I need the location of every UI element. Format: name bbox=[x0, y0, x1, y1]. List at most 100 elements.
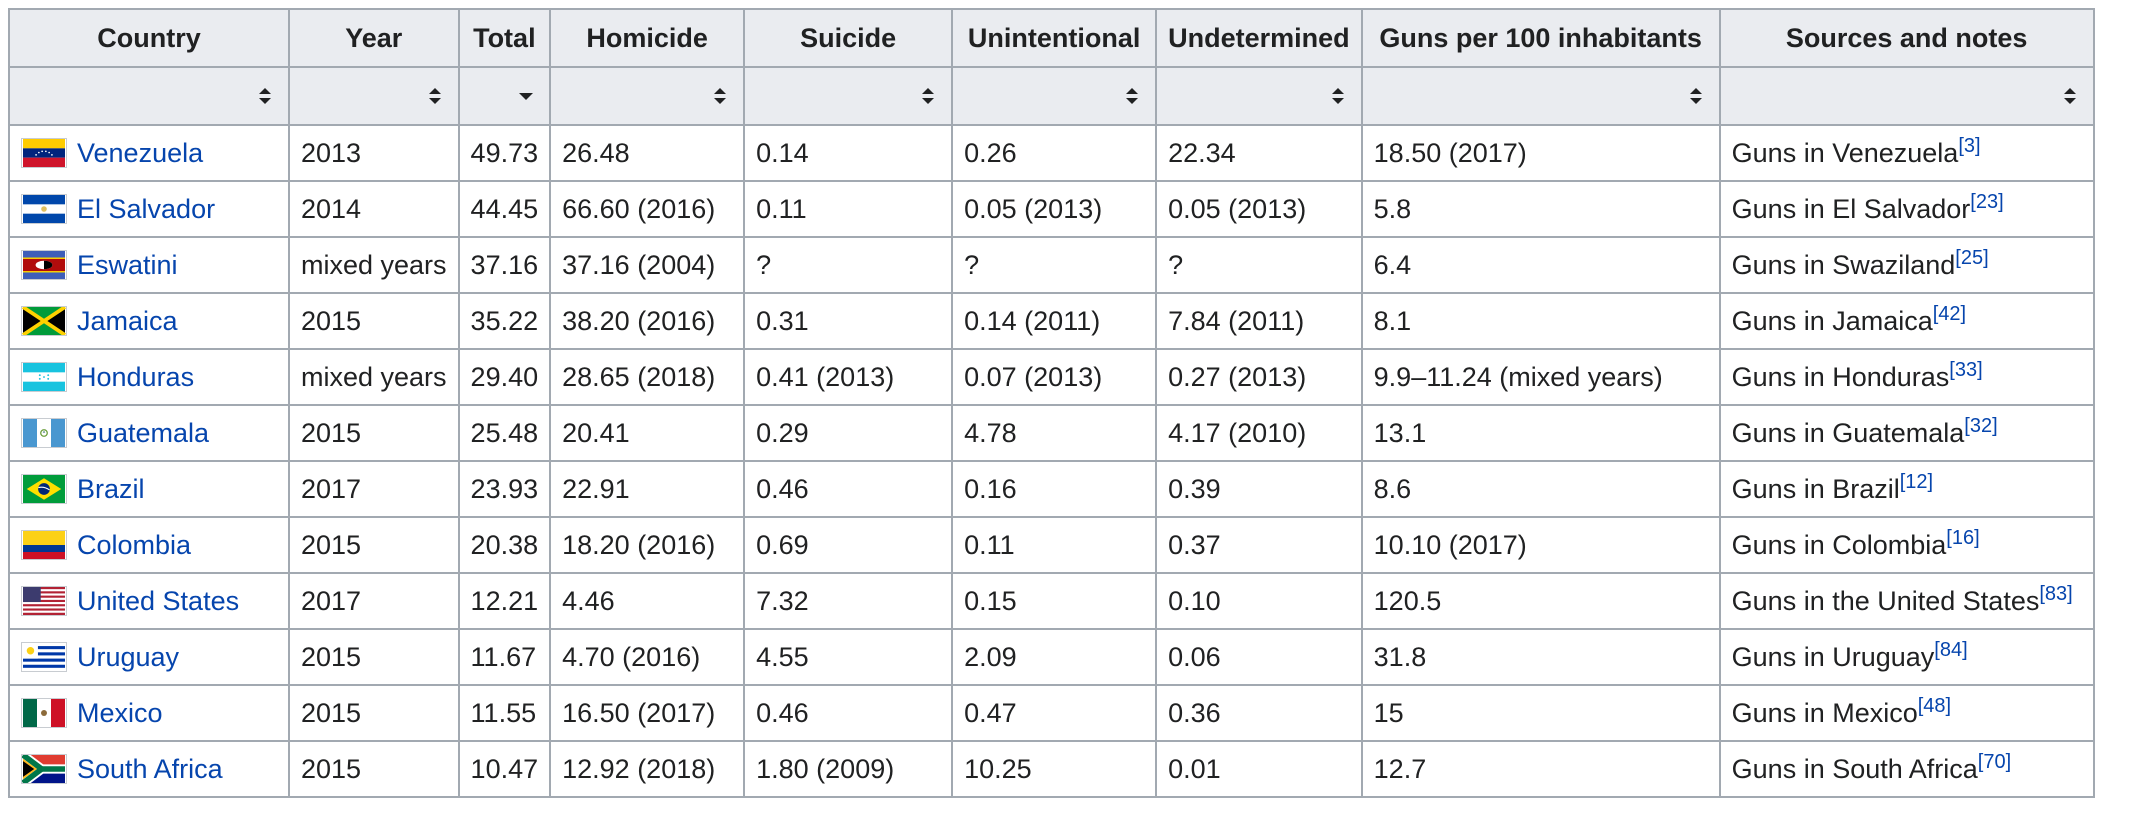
table-row: Jamaica 2015 35.22 38.20 (2016) 0.31 0.14 (20… bbox=[8, 292, 2095, 350]
sort-cell-year[interactable] bbox=[288, 66, 460, 126]
total-cell: 11.67 bbox=[457, 628, 552, 686]
south-africa-flag-icon bbox=[21, 754, 67, 784]
guns-cell: 6.4 bbox=[1360, 236, 1721, 294]
unintentional-cell: 0.26 bbox=[951, 124, 1158, 182]
guns-cell: 120.5 bbox=[1360, 572, 1721, 630]
guns-cell: 5.8 bbox=[1360, 180, 1721, 238]
country-link[interactable]: Brazil bbox=[77, 473, 145, 504]
sort-cell-guns-per-100[interactable] bbox=[1360, 66, 1721, 126]
reference-link[interactable]: [33] bbox=[1949, 358, 1983, 381]
country-link[interactable]: Guatemala bbox=[77, 417, 210, 448]
suicide-cell: 0.46 bbox=[743, 460, 954, 518]
reference-link[interactable]: [32] bbox=[1964, 414, 1998, 437]
column-header-total[interactable]: Total bbox=[457, 8, 552, 68]
country-link[interactable]: South Africa bbox=[77, 753, 223, 784]
sort-both-icon[interactable] bbox=[256, 85, 274, 107]
year-cell: 2014 bbox=[288, 180, 460, 238]
country-link[interactable]: Honduras bbox=[77, 361, 195, 392]
reference-link[interactable]: [42] bbox=[1932, 302, 1967, 325]
sort-both-icon[interactable] bbox=[2061, 85, 2079, 107]
reference-link[interactable]: [48] bbox=[1917, 694, 1952, 717]
sort-cell-country[interactable] bbox=[8, 66, 290, 126]
reference-link[interactable]: [84] bbox=[1934, 638, 1968, 661]
reference-superscript: [25] bbox=[1955, 247, 1988, 269]
undetermined-cell: 0.06 bbox=[1155, 628, 1363, 686]
country-link[interactable]: Mexico bbox=[77, 697, 163, 728]
table-row: United States 2017 12.21 4.46 7.32 0.15 0.10 12… bbox=[8, 572, 2095, 630]
guns-cell: 12.7 bbox=[1360, 740, 1721, 798]
sort-both-icon[interactable] bbox=[1123, 85, 1141, 107]
column-header-homicide[interactable]: Homicide bbox=[549, 8, 746, 68]
reference-link[interactable]: [23] bbox=[1970, 190, 2004, 213]
sort-cell-undetermined[interactable] bbox=[1155, 66, 1363, 126]
sort-both-icon[interactable] bbox=[1329, 85, 1347, 107]
reference-link[interactable]: [16] bbox=[1946, 526, 1980, 549]
sort-descending-icon[interactable] bbox=[517, 85, 535, 107]
uruguay-flag-icon bbox=[21, 642, 67, 672]
header-row: Country Year Total Homicide Suicide Unin… bbox=[8, 8, 2095, 68]
reference-link[interactable]: [83] bbox=[2039, 582, 2073, 605]
column-header-undetermined[interactable]: Undetermined bbox=[1155, 8, 1363, 68]
year-cell: 2015 bbox=[288, 404, 460, 462]
sources-cell: Guns in Colombia[16] bbox=[1718, 516, 2095, 574]
column-header-sources-notes[interactable]: Sources and notes bbox=[1718, 8, 2095, 68]
source-text: Guns in Venezuela bbox=[1731, 137, 1959, 168]
source-text: Guns in Guatemala bbox=[1731, 417, 1965, 448]
sort-cell-suicide[interactable] bbox=[743, 66, 954, 126]
country-cell: South Africa bbox=[8, 740, 290, 798]
table-row: Brazil 2017 23.93 22.91 0.46 0.16 0.39 8.6 Guns … bbox=[8, 460, 2095, 518]
country-link[interactable]: Venezuela bbox=[77, 137, 204, 168]
unintentional-cell: 2.09 bbox=[951, 628, 1158, 686]
eswatini-flag-icon bbox=[21, 250, 67, 280]
table-body: Venezuela 2013 49.73 26.48 0.14 0.26 22.34 18.5… bbox=[8, 124, 2095, 798]
sources-cell: Guns in Uruguay[84] bbox=[1718, 628, 2095, 686]
country-link[interactable]: El Salvador bbox=[77, 193, 216, 224]
reference-link[interactable]: [12] bbox=[1899, 470, 1934, 493]
country-link[interactable]: Jamaica bbox=[77, 305, 178, 336]
sort-both-icon[interactable] bbox=[919, 85, 937, 107]
total-cell: 25.48 bbox=[457, 404, 552, 462]
year-cell: 2015 bbox=[288, 740, 460, 798]
year-cell: 2013 bbox=[288, 124, 460, 182]
column-header-year[interactable]: Year bbox=[288, 8, 460, 68]
reference-link[interactable]: [70] bbox=[1977, 750, 2012, 773]
suicide-cell: 0.41 (2013) bbox=[743, 348, 954, 406]
column-header-country[interactable]: Country bbox=[8, 8, 290, 68]
homicide-cell: 28.65 (2018) bbox=[549, 348, 746, 406]
reference-link[interactable]: [3] bbox=[1958, 134, 1981, 157]
country-link[interactable]: Colombia bbox=[77, 529, 192, 560]
suicide-cell: 0.14 bbox=[743, 124, 954, 182]
suicide-cell: 4.55 bbox=[743, 628, 954, 686]
sort-cell-homicide[interactable] bbox=[549, 66, 746, 126]
year-cell: 2017 bbox=[288, 572, 460, 630]
sort-cell-sources-notes[interactable] bbox=[1718, 66, 2095, 126]
sort-both-icon[interactable] bbox=[1687, 85, 1705, 107]
sort-both-icon[interactable] bbox=[711, 85, 729, 107]
reference-superscript: [48] bbox=[1918, 695, 1951, 717]
country-link[interactable]: Uruguay bbox=[77, 641, 180, 672]
column-header-guns-per-100[interactable]: Guns per 100 inhabitants bbox=[1360, 8, 1721, 68]
sources-cell: Guns in South Africa[70] bbox=[1718, 740, 2095, 798]
guns-cell: 8.6 bbox=[1360, 460, 1721, 518]
table-row: Honduras mixed years 29.40 28.65 (2018) 0.41… bbox=[8, 348, 2095, 406]
column-header-unintentional[interactable]: Unintentional bbox=[951, 8, 1158, 68]
guns-cell: 8.1 bbox=[1360, 292, 1721, 350]
homicide-cell: 12.92 (2018) bbox=[549, 740, 746, 798]
country-cell: Brazil bbox=[8, 460, 290, 518]
sources-cell: Guns in El Salvador[23] bbox=[1718, 180, 2095, 238]
sources-cell: Guns in Mexico[48] bbox=[1718, 684, 2095, 742]
undetermined-cell: 0.39 bbox=[1155, 460, 1363, 518]
year-cell: 2015 bbox=[288, 292, 460, 350]
reference-link[interactable]: [25] bbox=[1955, 246, 1989, 269]
column-header-suicide[interactable]: Suicide bbox=[743, 8, 954, 68]
country-link[interactable]: Eswatini bbox=[77, 249, 178, 280]
sort-cell-unintentional[interactable] bbox=[951, 66, 1158, 126]
country-link[interactable]: United States bbox=[77, 585, 240, 616]
sort-both-icon[interactable] bbox=[426, 85, 444, 107]
undetermined-cell: 7.84 (2011) bbox=[1155, 292, 1363, 350]
sort-cell-total[interactable] bbox=[457, 66, 552, 126]
mexico-flag-icon bbox=[21, 698, 67, 728]
country-cell: Uruguay bbox=[8, 628, 290, 686]
honduras-flag-icon bbox=[21, 362, 67, 392]
unintentional-cell: 0.15 bbox=[951, 572, 1158, 630]
